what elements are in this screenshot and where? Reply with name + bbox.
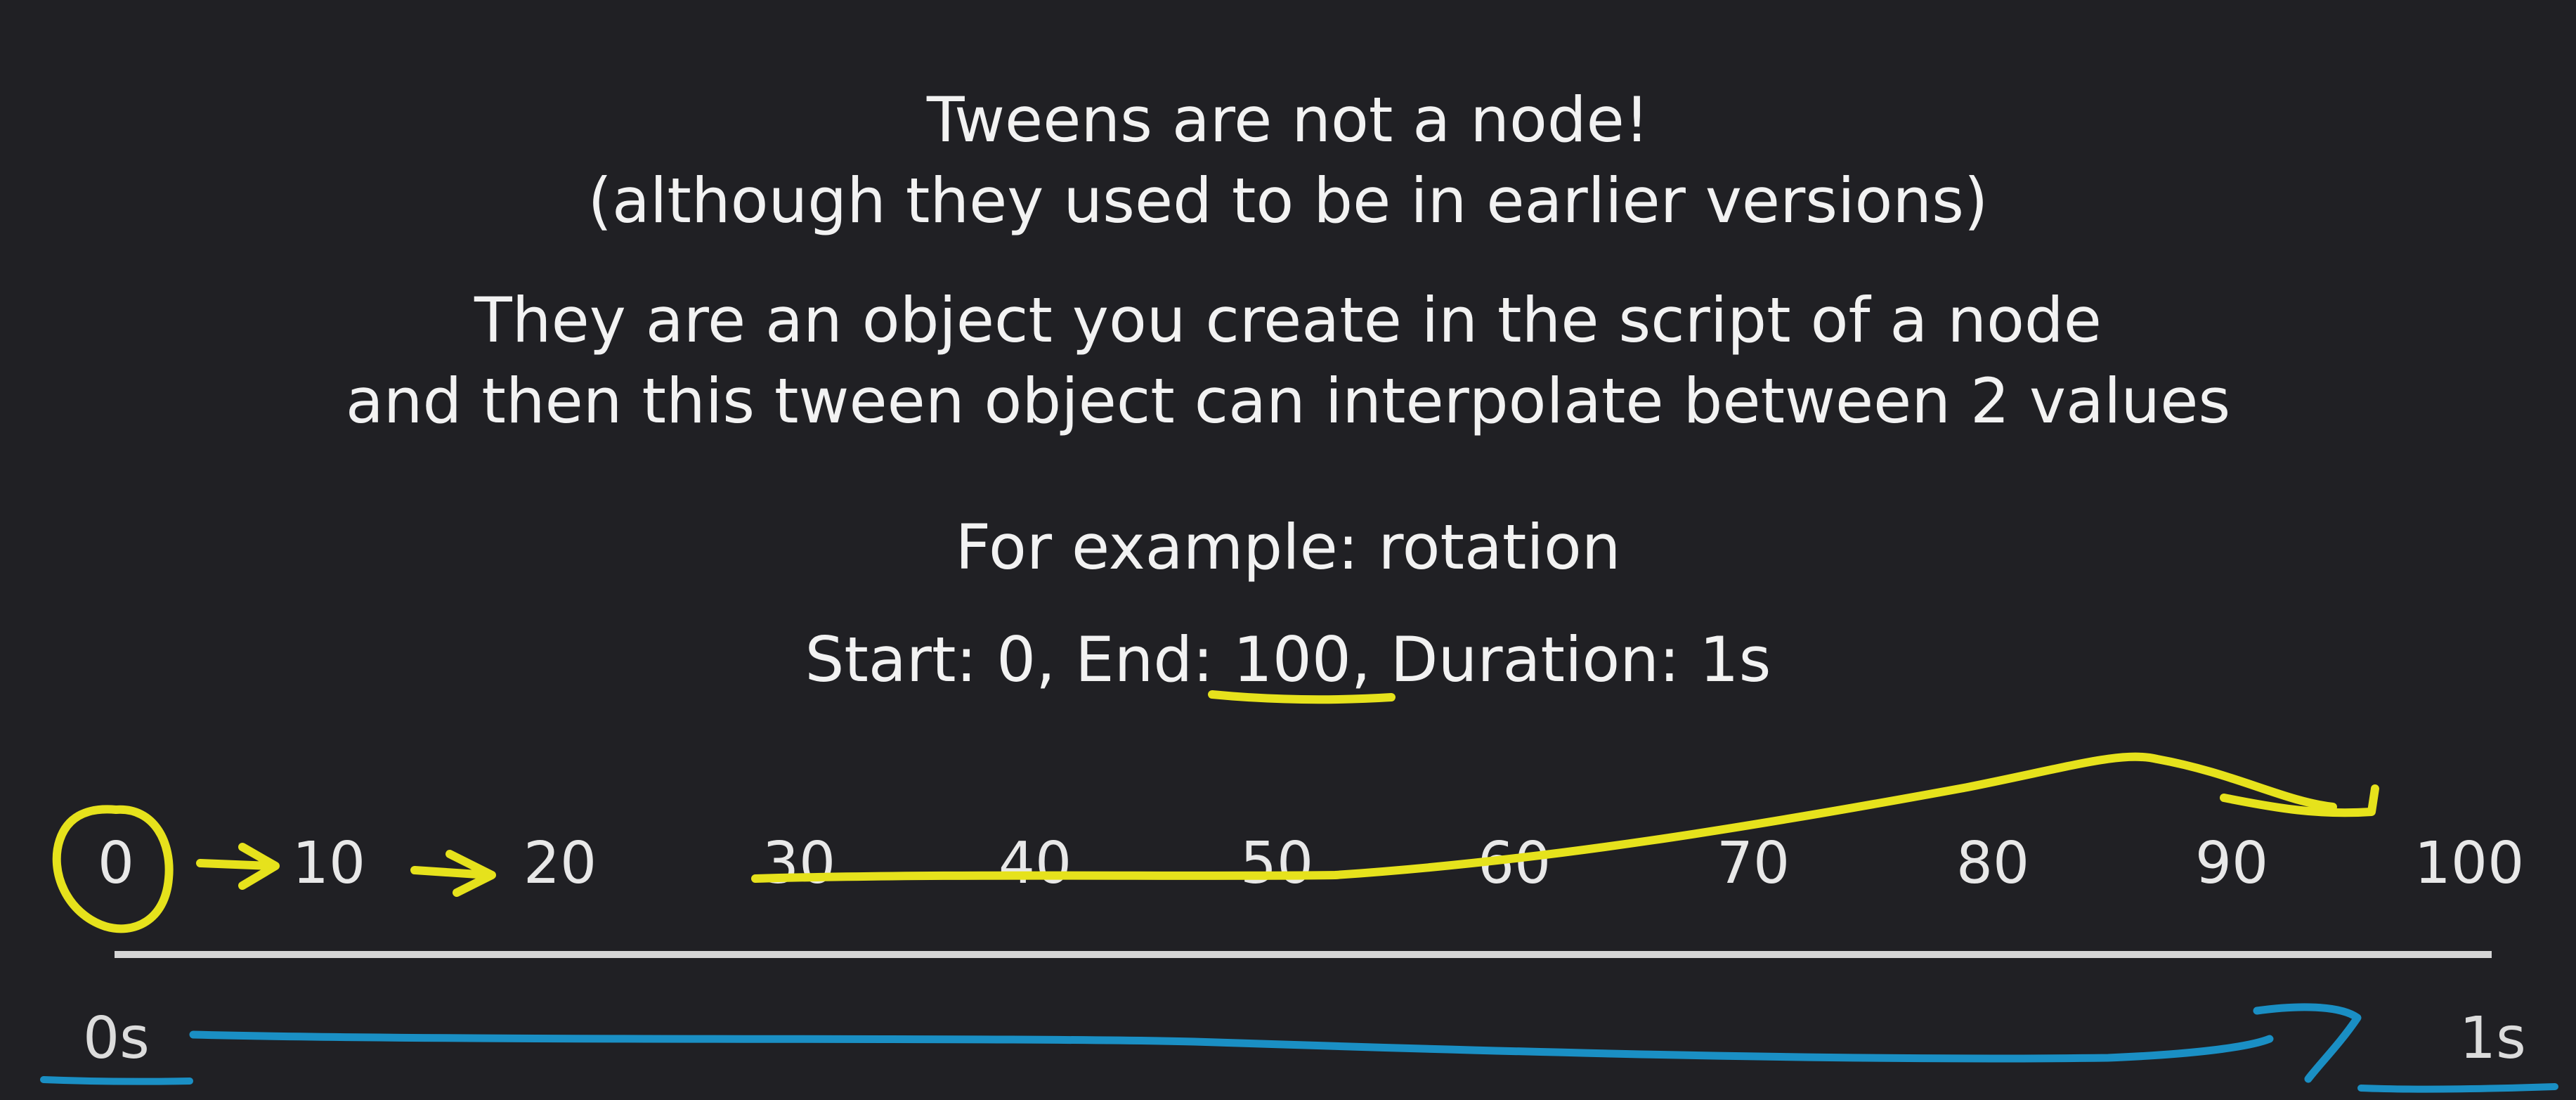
duration-hook [2253,1003,2362,1083]
body-line-2: and then this tween object can interpola… [345,365,2231,437]
arrow-zero-to-ten [196,843,280,890]
timeline-axis [115,951,2492,958]
title-line-1: Tweens are not a node! [926,84,1650,156]
underline-time-start [40,1076,193,1085]
tick-40: 40 [998,830,1072,897]
tick-30: 30 [762,830,836,897]
arrow-ten-to-twenty [410,850,496,897]
underline-time-end [2357,1083,2558,1093]
title-line-2: (although they used to be in earlier ver… [587,164,1989,237]
progress-hook [2220,784,2379,817]
time-start-label: 0s [83,1005,150,1072]
tick-60: 60 [1477,830,1552,897]
tick-50: 50 [1240,830,1314,897]
tween-params: Start: 0, End: 100, Duration: 1s [805,623,1771,696]
time-end-label: 1s [2459,1005,2526,1072]
duration-stroke [189,1030,2274,1063]
tick-80: 80 [1956,830,2030,897]
tick-20: 20 [523,830,597,897]
tick-10: 10 [292,830,366,897]
tick-70: 70 [1716,830,1790,897]
tick-90: 90 [2194,830,2269,897]
body-line-1: They are an object you create in the scr… [474,284,2102,356]
tick-100: 100 [2414,830,2525,897]
tick-0: 0 [97,830,135,897]
example-label: For example: rotation [955,511,1621,583]
